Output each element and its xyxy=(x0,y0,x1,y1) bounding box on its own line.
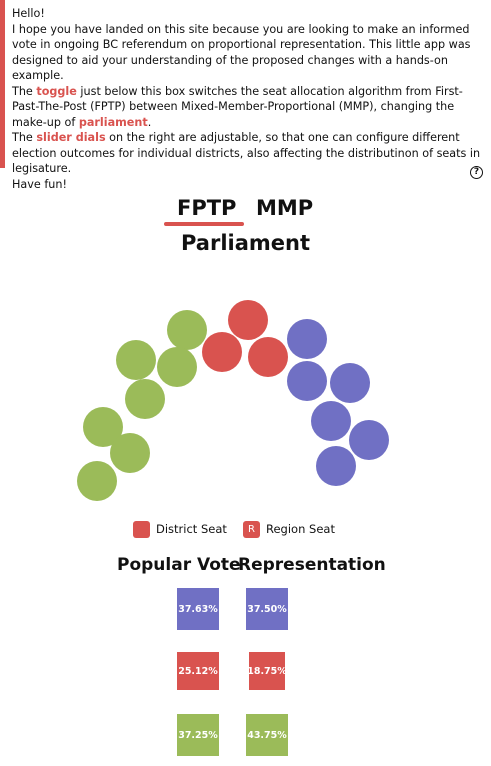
popular-box: 37.25% xyxy=(177,714,219,756)
representation-box: 43.75% xyxy=(246,714,288,756)
intro-text: just below this box switches the seat al… xyxy=(12,84,463,129)
seat-legend: District Seat R Region Seat xyxy=(0,521,491,539)
intro-text: on the right are adjustable, so that one… xyxy=(12,131,481,175)
seat-green xyxy=(77,461,117,501)
district-seat-swatch xyxy=(133,521,150,538)
representation-box: 37.50% xyxy=(246,588,288,630)
parliament-seats xyxy=(0,290,491,501)
representation-box: 18.75% xyxy=(247,652,287,690)
intro-hello: Hello! xyxy=(12,7,45,20)
region-seat-swatch: R xyxy=(243,521,260,538)
help-icon[interactable]: ? xyxy=(470,166,483,179)
popular-box: 25.12% xyxy=(177,652,219,690)
seat-red xyxy=(228,300,268,340)
district-seat-label: District Seat xyxy=(156,522,227,536)
intro-parliament-highlight: parliament xyxy=(78,115,148,129)
toggle-option-fptp[interactable]: FPTP xyxy=(177,196,237,220)
seat-blue xyxy=(287,361,327,401)
popular-vote-title: Popular Vote xyxy=(117,555,241,575)
intro-paragraph: I hope you have landed on this site beca… xyxy=(12,22,471,83)
seat-blue xyxy=(311,401,351,441)
seat-blue xyxy=(287,319,327,359)
toggle-option-mmp[interactable]: MMP xyxy=(256,196,314,220)
intro-slider-highlight: slider dials xyxy=(36,131,106,144)
intro-text: The xyxy=(12,131,37,144)
seat-blue xyxy=(316,446,356,486)
region-seat-label: Region Seat xyxy=(266,522,335,536)
representation-title: Representation xyxy=(238,555,386,575)
seat-green xyxy=(167,310,207,350)
intro-have-fun: Have fun! xyxy=(12,177,67,191)
seat-green xyxy=(110,433,150,473)
parliament-title: Parliament xyxy=(180,231,311,255)
intro-text: The xyxy=(12,84,37,98)
seat-red xyxy=(202,332,242,372)
toggle-selected-indicator xyxy=(164,222,244,226)
seat-green xyxy=(125,379,165,419)
seat-blue xyxy=(349,420,389,460)
seat-blue xyxy=(330,363,370,403)
seat-red xyxy=(248,337,288,377)
intro-text: . xyxy=(147,115,152,129)
seat-green xyxy=(116,340,156,380)
algorithm-toggle[interactable]: FPTP MMP xyxy=(0,196,491,228)
intro-toggle-paragraph: The toggle just below this box switches … xyxy=(12,84,482,131)
intro-slider-paragraph: The slider dials on the right are adjust… xyxy=(12,130,482,177)
seat-green xyxy=(157,347,197,387)
intro-panel: Hello! I hope you have landed on this si… xyxy=(0,0,486,191)
intro-toggle-highlight: toggle xyxy=(36,84,77,98)
popular-box: 37.63% xyxy=(177,588,219,630)
